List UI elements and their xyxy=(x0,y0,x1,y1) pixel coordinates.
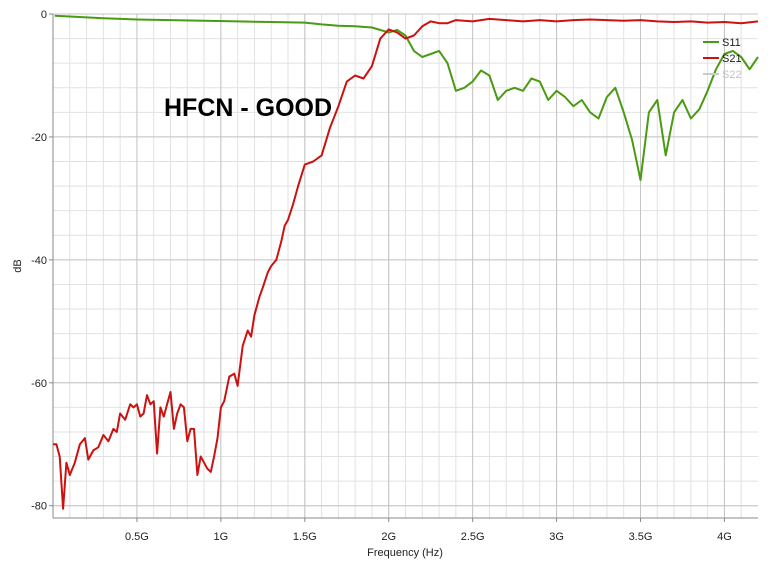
legend-label: S22 xyxy=(722,69,742,81)
legend-item-s22[interactable]: S22 xyxy=(703,69,742,81)
x-tick-label: 0.5G xyxy=(125,531,149,543)
y-tick-label: -20 xyxy=(31,132,47,144)
x-tick-label: 2G xyxy=(381,531,396,543)
y-tick-label: -40 xyxy=(31,255,47,267)
chart-annotation: HFCN - GOOD xyxy=(164,94,332,122)
series-lines xyxy=(53,14,759,510)
legend[interactable]: S11 S21 S22 xyxy=(703,37,742,81)
y-tick-label: -60 xyxy=(31,378,47,390)
x-tick-label: 4G xyxy=(717,531,732,543)
x-tick-label: 1.5G xyxy=(293,531,317,543)
y-tick-label: 0 xyxy=(41,9,47,21)
x-tick-label: 1G xyxy=(214,531,229,543)
y-tick-label: -80 xyxy=(31,501,47,513)
x-tick-label: 3.5G xyxy=(629,531,653,543)
x-tick-label: 2.5G xyxy=(461,531,485,543)
legend-item-s11[interactable]: S11 xyxy=(703,37,741,49)
plot-axes: 0.5G 1G 1.5G 2G 2.5G 3G 3.5G 4G 0 -20 -40 -60 -80 xyxy=(31,9,758,543)
y-axis-title: dB xyxy=(12,259,24,272)
x-axis-title: Frequency (Hz) xyxy=(367,547,443,559)
series-line-s21 xyxy=(53,17,759,510)
x-tick-label: 3G xyxy=(549,531,564,543)
series-line-s11 xyxy=(54,14,759,181)
legend-item-s21[interactable]: S21 xyxy=(703,53,742,65)
legend-label: S11 xyxy=(722,37,741,49)
legend-label: S21 xyxy=(722,53,742,65)
